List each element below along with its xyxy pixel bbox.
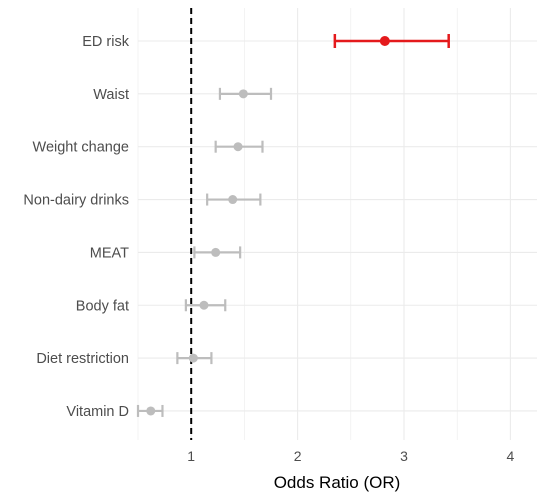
x-tick-labels: 1 2 3 4 (187, 448, 514, 464)
x-axis-title: Odds Ratio (OR) (274, 473, 401, 492)
category-labels: ED risk Waist Weight change Non-dairy drink… (23, 34, 129, 420)
category-label: ED risk (82, 34, 129, 50)
point-estimate (228, 195, 238, 205)
row-mark-group (184, 299, 227, 312)
point-estimate (188, 353, 198, 363)
row-mark-group (218, 87, 273, 100)
row-mark-group (176, 352, 213, 365)
x-tick-label: 3 (400, 448, 408, 464)
point-estimate (379, 36, 390, 46)
category-label: Body fat (76, 298, 129, 314)
x-tick-label: 2 (294, 448, 302, 464)
category-label: MEAT (90, 245, 129, 261)
row-mark-group (193, 246, 242, 259)
row-mark-group (136, 404, 164, 417)
point-estimate (233, 142, 243, 152)
grid-layer (137, 8, 537, 440)
x-tick-label: 1 (187, 448, 195, 464)
category-label: Non-dairy drinks (23, 193, 129, 209)
point-estimate (238, 89, 248, 99)
row-mark-group (333, 34, 450, 48)
category-label: Waist (93, 87, 129, 103)
point-estimate (199, 300, 209, 310)
row-mark-group (206, 193, 262, 206)
row-mark-group (214, 140, 264, 153)
point-estimate (211, 247, 221, 257)
category-label: Weight change (33, 140, 129, 156)
x-tick-label: 4 (507, 448, 515, 464)
category-label: Vitamin D (66, 404, 129, 420)
point-estimate (146, 406, 156, 416)
category-label: Diet restriction (36, 351, 129, 367)
marks-layer (136, 34, 450, 417)
